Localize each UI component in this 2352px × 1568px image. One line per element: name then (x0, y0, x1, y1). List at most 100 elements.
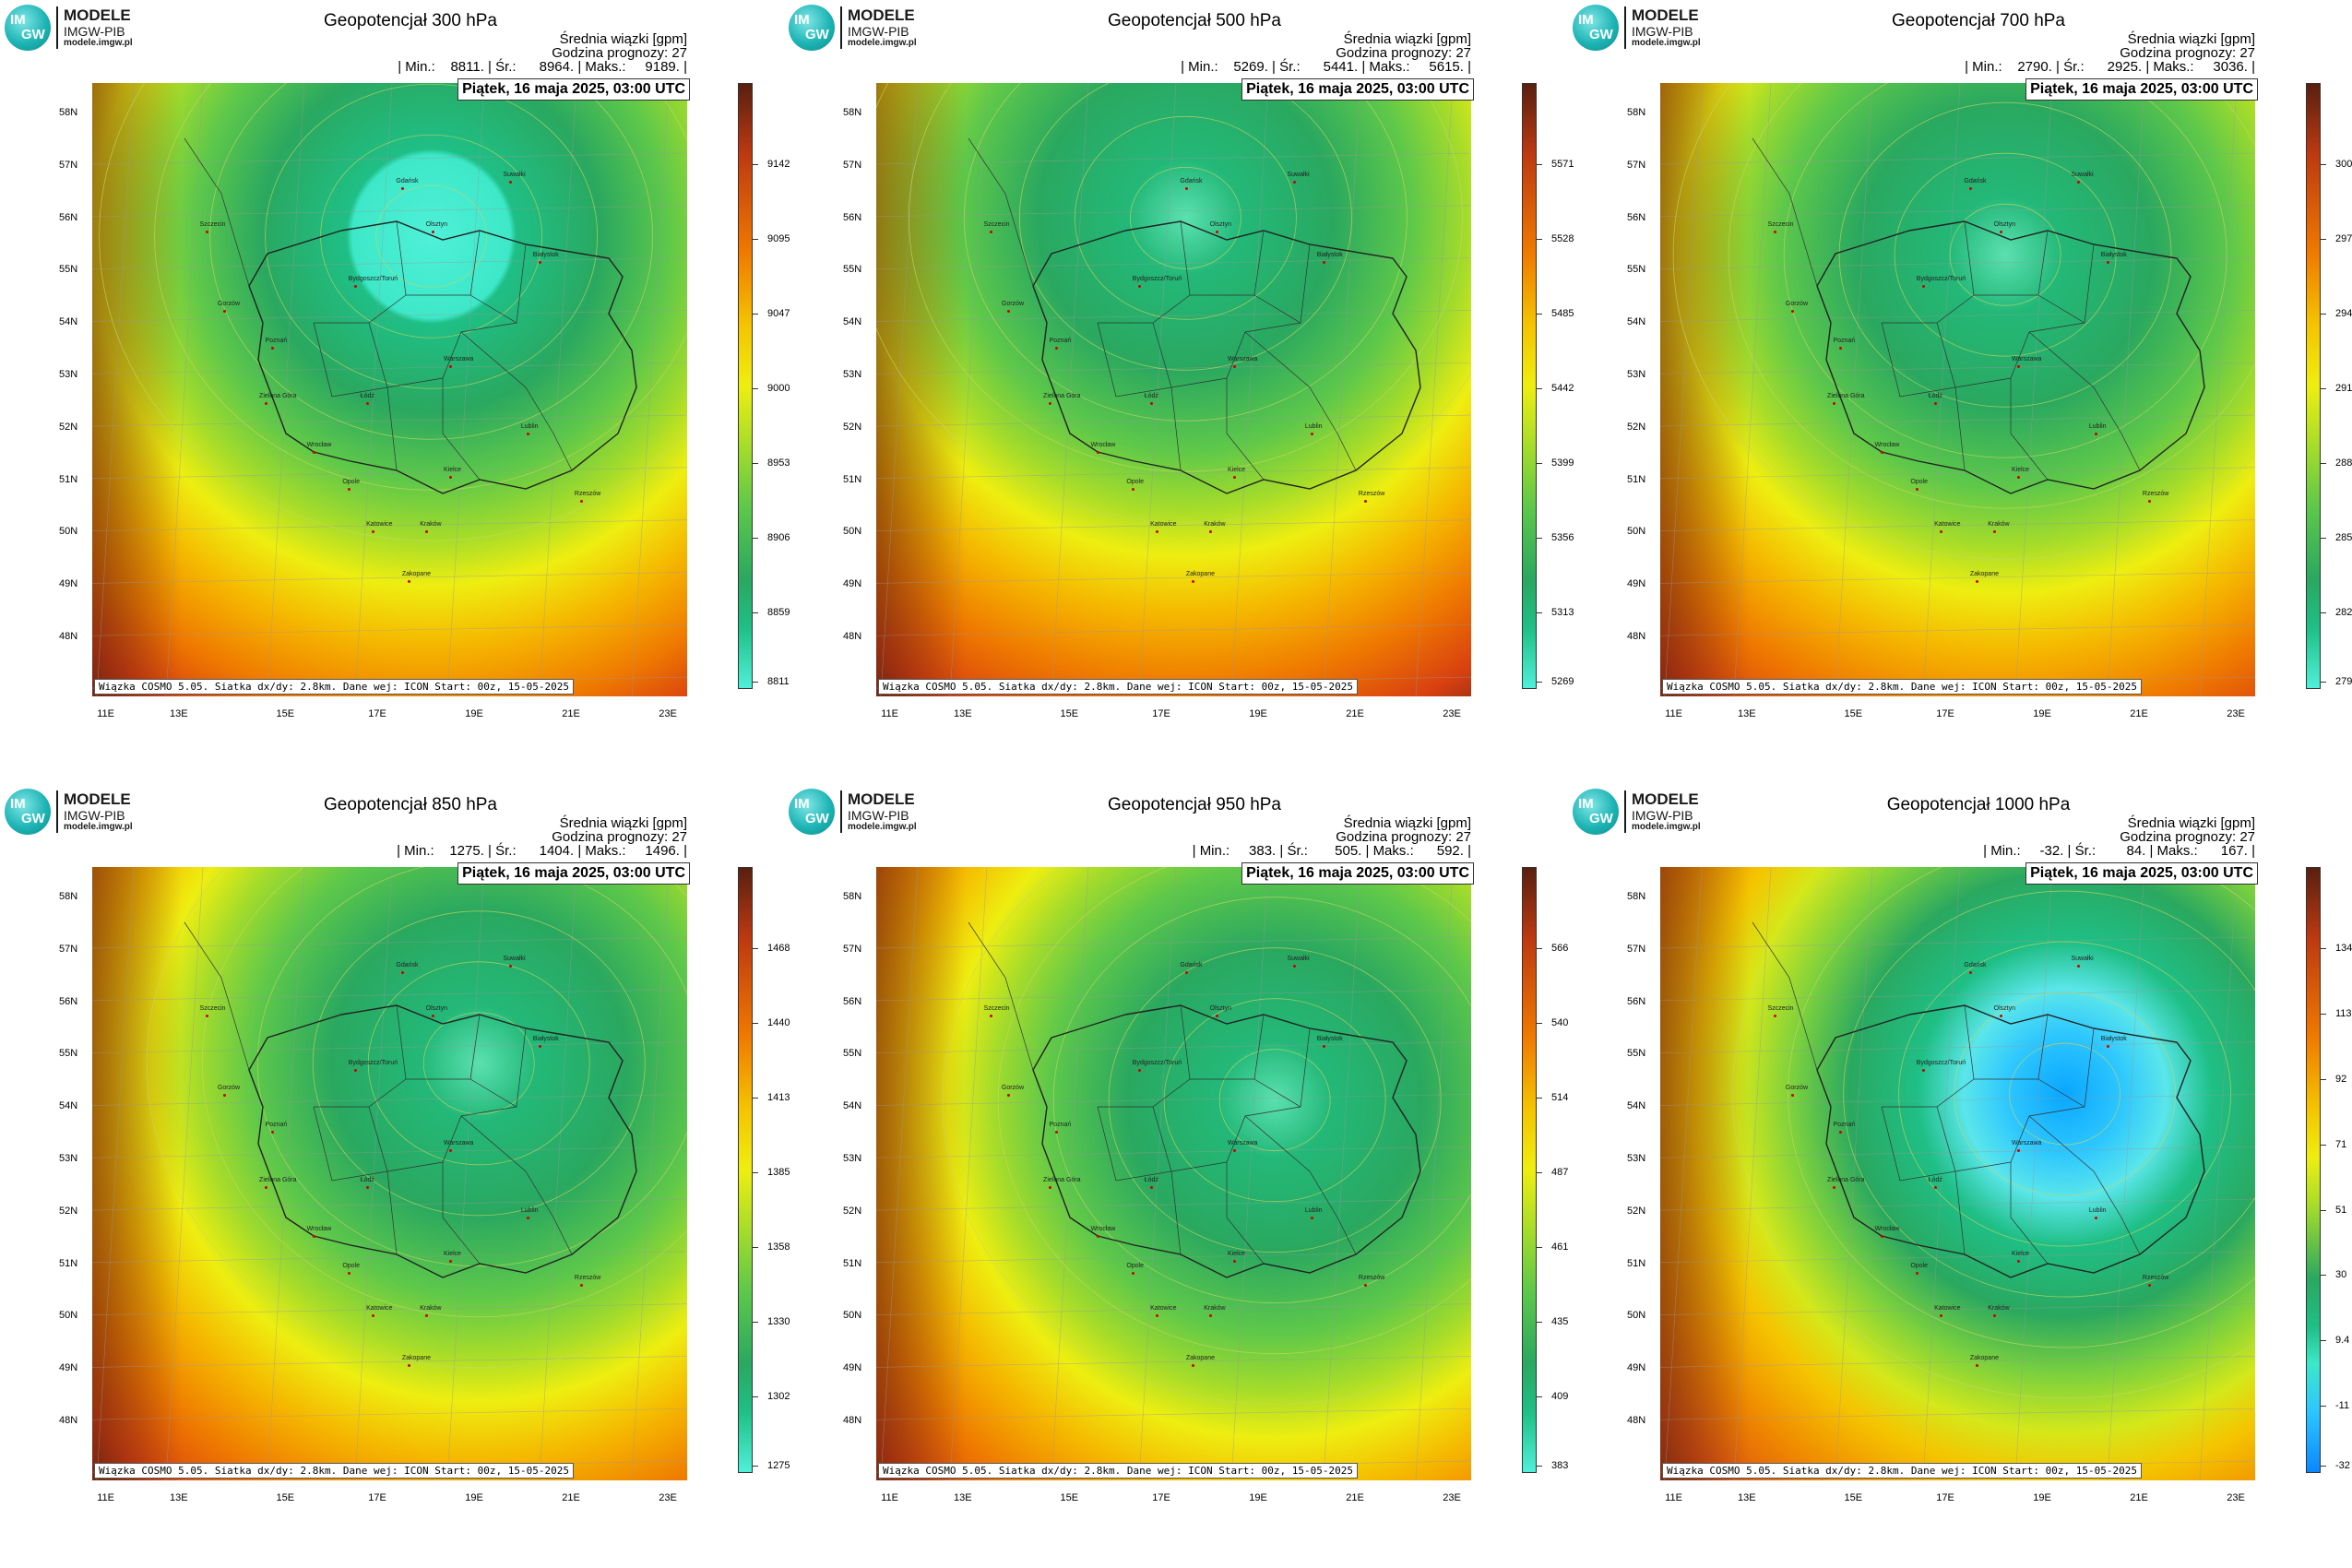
forecast-hour-label: Godzina prognozy: 27 (1336, 829, 1471, 845)
latitude-label: 50N (59, 526, 78, 538)
longitude-label: 21E (2130, 1492, 2148, 1503)
longitude-gridline (949, 83, 988, 696)
city-marker (1156, 530, 1159, 534)
city-label: Lublin (1304, 423, 1323, 431)
city-marker (1921, 285, 1925, 289)
latitude-label: 53N (59, 1153, 78, 1165)
logo-url: modele.imgw.pl (848, 38, 917, 48)
logo-url: modele.imgw.pl (1632, 822, 1701, 832)
logo-name: MODELE (64, 6, 131, 24)
longitude-label: 21E (2130, 708, 2148, 719)
logo-mark-bottom: GW (1589, 27, 1613, 42)
voivodeship-border (386, 386, 398, 471)
latitude-gridline (92, 1356, 687, 1368)
contour-line (1843, 890, 2255, 1298)
city-marker (1233, 475, 1236, 479)
city-marker (2017, 1259, 2020, 1263)
logo-org: IMGW-PIB (1632, 24, 1693, 39)
latitude-label: 52N (59, 421, 78, 433)
longitude-gridline (1835, 83, 1873, 696)
latitude-gridline (1660, 1094, 2255, 1106)
city-marker (365, 1185, 369, 1189)
city-label: Zakopane (1969, 1354, 1999, 1361)
color-scale-tick (753, 239, 758, 240)
city-label: Olsztyn (1993, 1004, 2015, 1012)
city-marker (425, 1314, 429, 1318)
longitude-gridline (446, 867, 485, 1480)
voivodeship-border (386, 322, 517, 388)
latitude-gridline (92, 624, 687, 636)
latitude-gridline (92, 1408, 687, 1420)
city-label: Zakopane (1185, 570, 1215, 577)
coastline (184, 921, 250, 1071)
latitude-label: 58N (59, 891, 78, 903)
city-label: Łódź (360, 392, 374, 399)
longitude-gridline (631, 867, 670, 1480)
city-label: Białystok (1316, 1035, 1343, 1042)
city-label: Bydgoszcz/Toruń (1916, 1060, 1966, 1067)
latitude-gridline (1660, 1408, 2255, 1420)
logo-separator (1624, 790, 1626, 833)
color-scale-tick (1537, 948, 1542, 949)
city-marker (2147, 1284, 2151, 1288)
latitude-label: 57N (1627, 159, 1646, 171)
city-label: Bydgoszcz/Toruń (1132, 1060, 1182, 1067)
latitude-label: 53N (843, 369, 862, 381)
color-scale-tick (2321, 1275, 2326, 1277)
latitude-gridline (92, 467, 687, 480)
latitude-gridline (876, 467, 1471, 480)
city-marker (1993, 530, 1997, 534)
city-marker (1790, 310, 1794, 314)
city-marker (1363, 500, 1367, 504)
color-scale-tick (1537, 388, 1542, 389)
color-scale-label: 5269 (1551, 676, 1574, 687)
western-shading (1660, 867, 2255, 1480)
contour-line (1894, 152, 2117, 357)
voivodeship-border (1170, 386, 1182, 471)
longitude-gridline (1051, 83, 1089, 696)
longitude-label: 13E (954, 708, 972, 719)
color-scale-tick (1537, 1396, 1542, 1397)
contour-line (422, 1012, 535, 1115)
city-marker (1969, 187, 1973, 191)
city-marker (1006, 1094, 1010, 1098)
city-label: Opole (1910, 478, 1929, 485)
logo-mark-top: IM (794, 796, 810, 812)
longitude-label: 23E (659, 708, 677, 719)
city-label: Gorzów (217, 1085, 241, 1092)
info-block: Średnia wiązki [gpm] Godzina prognozy: 27… (1983, 816, 2255, 858)
logo-org: IMGW-PIB (64, 24, 125, 39)
color-scale-tick (753, 538, 758, 539)
city-marker (1975, 1363, 1978, 1367)
stats-line: | Min.: 2790. | Śr.: 2925. | Maks.: 3036… (1965, 59, 2255, 75)
city-marker (353, 1069, 357, 1073)
map-svg (92, 83, 687, 696)
city-label: Szczecin (1767, 1004, 1794, 1012)
color-scale-label: 409 (1551, 1391, 1569, 1402)
longitude-gridline (631, 83, 670, 696)
color-scale-tick (2321, 1209, 2326, 1211)
longitude-gridline (949, 867, 988, 1480)
color-scale-bar (2306, 867, 2321, 1473)
city-marker (989, 1014, 992, 1017)
longitude-gridline (1415, 867, 1454, 1480)
model-footer: Wiązka COSMO 5.05. Siatka dx/dy: 2.8km. … (94, 1463, 574, 1479)
city-label: Lublin (520, 1207, 539, 1215)
map-area: Gdańsk Olsztyn Suwałki Białystok Szczecin Byd… (876, 83, 1471, 696)
latitude-label: 52N (843, 421, 862, 433)
city-label: Suwałki (2071, 956, 2094, 963)
color-scale-label: 5442 (1551, 383, 1574, 394)
city-marker (1999, 230, 2002, 233)
longitude-label: 19E (1249, 708, 1267, 719)
forecast-date: Piątek, 16 maja 2025, 03:00 UTC (1241, 78, 1474, 101)
city-marker (1322, 260, 1325, 264)
color-scale-label: 2851 (2335, 532, 2352, 543)
latitude-gridline (92, 1251, 687, 1264)
city-marker (2076, 965, 2080, 968)
city-label: Zielona Góra (1827, 1176, 1865, 1183)
city-marker (205, 1014, 208, 1017)
color-scale-label: 1358 (767, 1241, 790, 1253)
latitude-label: 54N (59, 316, 78, 328)
latitude-label: 49N (1627, 1362, 1646, 1374)
latitude-label: 58N (1627, 107, 1646, 119)
